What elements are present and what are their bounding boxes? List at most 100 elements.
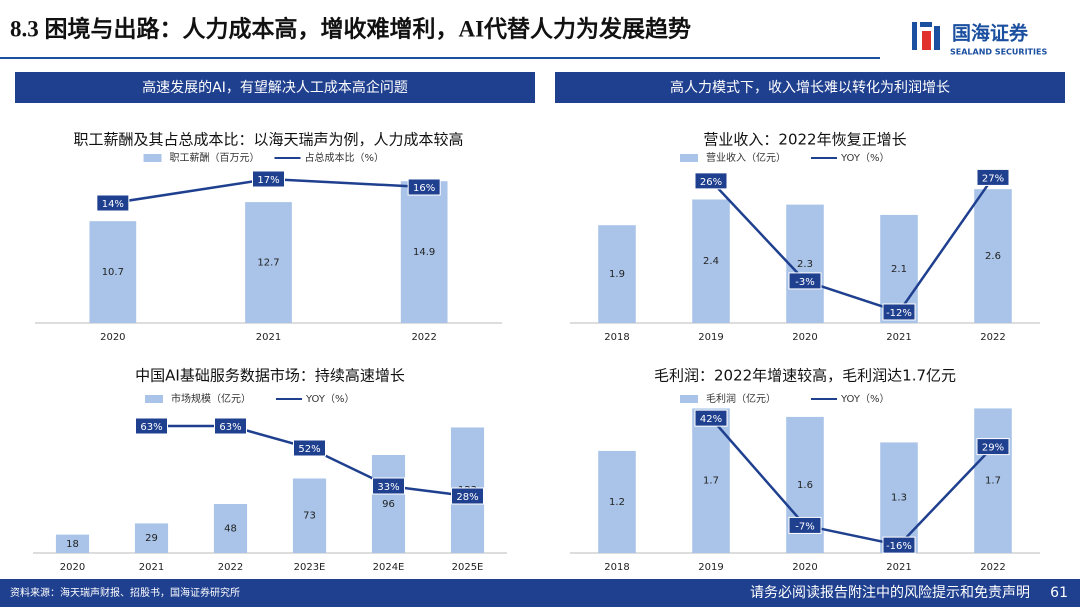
label-box xyxy=(135,417,168,435)
bar xyxy=(598,450,636,553)
legend-label: YOY（%） xyxy=(840,393,890,405)
label-box xyxy=(882,303,916,321)
legend-swatch xyxy=(680,395,698,403)
legend-swatch xyxy=(143,154,162,162)
label-box xyxy=(976,438,1010,456)
line-value-label: 33% xyxy=(377,482,399,493)
label-box xyxy=(451,487,484,505)
page-number: 61 xyxy=(1050,585,1068,601)
label-box xyxy=(407,178,441,196)
logo-mark xyxy=(920,22,932,27)
line xyxy=(710,417,994,547)
bar xyxy=(134,523,169,553)
x-tick-label: 2022 xyxy=(980,562,1005,573)
x-tick-label: 2019 xyxy=(698,332,723,343)
bar-value-label: 1.7 xyxy=(703,476,719,487)
bar xyxy=(692,199,730,323)
panel-header xyxy=(15,72,535,103)
legend-label: YOY（%） xyxy=(840,152,890,164)
label-box xyxy=(788,272,822,290)
source-note: 资料来源：海天瑞声财报、招股书，国海证券研究所 xyxy=(10,586,240,599)
line-value-label: 26% xyxy=(700,177,722,188)
bar xyxy=(974,189,1012,323)
bar-value-label: 1.9 xyxy=(609,269,625,280)
label-box xyxy=(252,170,285,188)
line-value-label: 17% xyxy=(257,175,279,186)
bar xyxy=(245,202,292,323)
bar xyxy=(89,221,137,323)
bar-value-label: 18 xyxy=(66,539,79,550)
panel-header-text: 高人力模式下，收入增长难以转化为利润增长 xyxy=(670,79,950,96)
x-tick-label: 2018 xyxy=(604,562,629,573)
line-value-label: -16% xyxy=(886,541,912,552)
line-value-label: -12% xyxy=(886,308,912,319)
line-value-label: -3% xyxy=(795,277,814,288)
line-value-label: 16% xyxy=(413,183,435,194)
legend-swatch xyxy=(680,154,698,162)
logo-subtext: SEALAND SECURITIES xyxy=(950,48,1047,57)
x-tick-label: 2023E xyxy=(294,562,326,573)
line-value-label: 28% xyxy=(456,492,478,503)
line-value-label: 52% xyxy=(298,444,320,455)
logo-text: 国海证券 xyxy=(952,22,1029,45)
label-box xyxy=(694,409,728,427)
bar-value-label: 2.6 xyxy=(985,251,1001,262)
bar-value-label: 10.7 xyxy=(102,267,124,278)
x-tick-label: 2021 xyxy=(886,562,911,573)
x-tick-label: 2022 xyxy=(980,332,1005,343)
x-tick-label: 2024E xyxy=(373,562,405,573)
legend-label: 职工薪酬（百万元） xyxy=(170,152,260,164)
x-tick-label: 2021 xyxy=(886,332,911,343)
x-tick-label: 2020 xyxy=(792,332,817,343)
line-value-label: 42% xyxy=(700,414,722,425)
bar-value-label: 12.7 xyxy=(257,258,279,269)
x-tick-label: 2022 xyxy=(218,562,243,573)
label-box xyxy=(882,536,916,554)
bar-value-label: 29 xyxy=(145,533,158,544)
legend-label: 营业收入（亿元） xyxy=(706,151,786,164)
bar xyxy=(292,478,327,553)
line-value-label: 29% xyxy=(982,443,1004,454)
slide-title: 8.3 困境与出路：人力成本高，增收难增利，AI代替人力为发展趋势 xyxy=(10,15,691,41)
bar xyxy=(786,204,824,323)
bar-value-label: 73 xyxy=(303,511,316,522)
bar-value-label: 96 xyxy=(382,499,395,510)
x-tick-label: 2019 xyxy=(698,562,723,573)
legend-label: 毛利润（亿元） xyxy=(706,392,776,405)
x-tick-label: 2018 xyxy=(604,332,629,343)
line-value-label: 63% xyxy=(140,422,162,433)
bar xyxy=(400,181,448,323)
line xyxy=(710,176,995,314)
label-box xyxy=(214,417,247,435)
panel-header-text: 高速发展的AI，有望解决人工成本高企问题 xyxy=(142,79,408,96)
bar-value-label: 1.7 xyxy=(985,476,1001,487)
bar-value-label: 1.3 xyxy=(891,493,907,504)
bar-value-label: 1.6 xyxy=(797,480,813,491)
bar-value-label: 2.3 xyxy=(797,259,813,270)
legend-label: 占总成本比（%） xyxy=(305,151,385,164)
line-value-label: 14% xyxy=(102,199,124,210)
bar xyxy=(598,225,636,323)
label-box xyxy=(96,194,130,212)
label-box xyxy=(976,168,1010,186)
chart-title: 毛利润：2022年增速较高，毛利润达1.7亿元 xyxy=(654,367,956,385)
bar xyxy=(213,504,248,553)
logo-mark xyxy=(934,26,940,50)
bar-value-label: 2.4 xyxy=(703,256,719,267)
x-tick-label: 2020 xyxy=(100,332,125,343)
chart-title: 营业收入：2022年恢复正增长 xyxy=(703,131,906,149)
chart-title: 中国AI基础服务数据市场：持续高速增长 xyxy=(135,367,405,385)
x-tick-label: 2022 xyxy=(411,332,436,343)
legend-label: 市场规模（亿元） xyxy=(171,392,251,405)
label-box xyxy=(694,172,728,190)
x-tick-label: 2020 xyxy=(792,562,817,573)
bar xyxy=(55,534,90,553)
disclaimer: 请务必阅读报告附注中的风险提示和免责声明 xyxy=(750,584,1030,601)
chart-title: 职工薪酬及其占总成本比：以海天瑞声为例，人力成本较高 xyxy=(73,131,463,149)
label-box xyxy=(788,516,822,534)
bar xyxy=(880,442,918,553)
x-tick-label: 2021 xyxy=(256,332,281,343)
label-box xyxy=(372,477,405,495)
bar-value-label: 48 xyxy=(224,524,237,535)
